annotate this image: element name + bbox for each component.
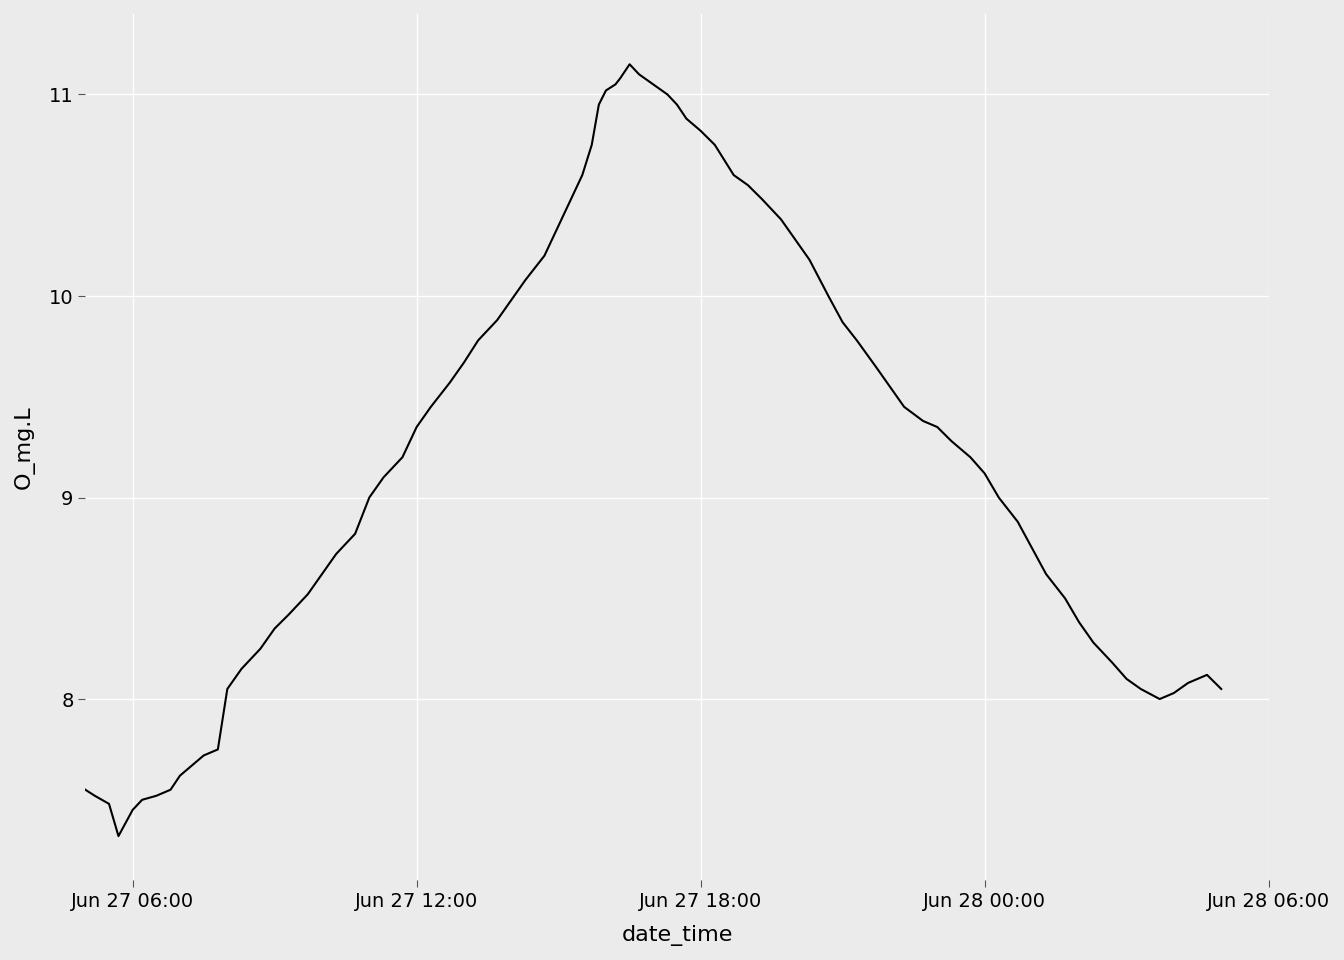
Y-axis label: O_mg.L: O_mg.L: [13, 405, 35, 489]
X-axis label: date_time: date_time: [621, 925, 732, 947]
